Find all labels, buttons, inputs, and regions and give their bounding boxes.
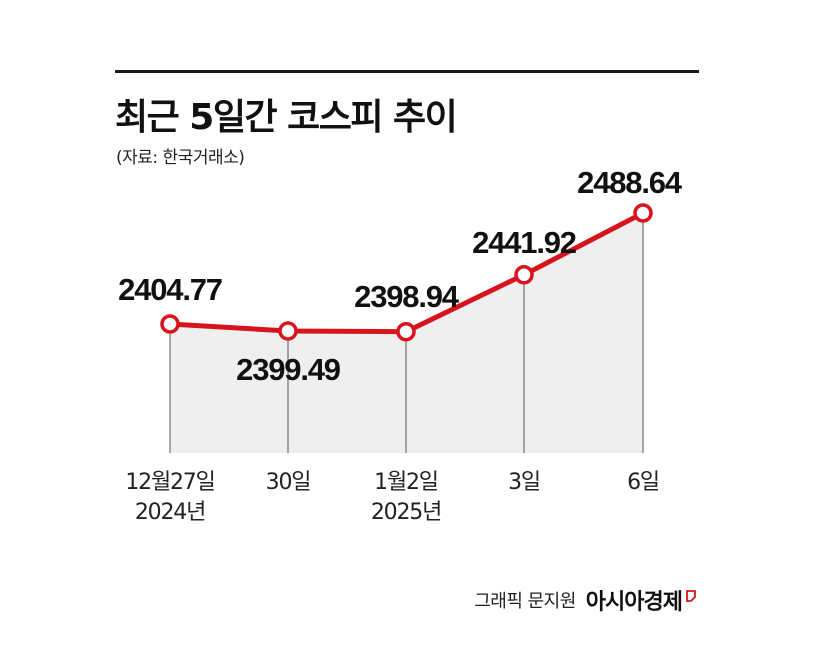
- data-label-5: 2488.64: [577, 165, 683, 200]
- x-tick-label-1-1: 12월27일: [125, 470, 214, 495]
- footer-credit: 그래픽 문지원 아시아경제: [474, 584, 696, 616]
- graphic-credit: 그래픽 문지원: [474, 591, 576, 612]
- x-tick-label-4-1: 3일: [508, 470, 540, 495]
- brand-logo-text: 아시아경제: [585, 590, 683, 615]
- data-point-1: [160, 314, 180, 334]
- chart-title: 최근 5일간 코스피 추이: [115, 97, 458, 138]
- x-tick-label-3-1: 1월2일: [374, 470, 438, 495]
- title-rule: [115, 70, 699, 73]
- data-points-layer: [160, 203, 653, 342]
- data-label-3: 2398.94: [354, 279, 460, 314]
- x-axis-tick-labels: 12월27일 2024년 30일 1월2일 2025년 3일 6일: [125, 470, 660, 525]
- data-point-2: [278, 321, 298, 341]
- data-label-1: 2404.77: [118, 272, 222, 307]
- data-point-4: [514, 265, 534, 285]
- x-tick-label-3-2: 2025년: [371, 500, 441, 525]
- x-tick-label-1-2: 2024년: [135, 500, 205, 525]
- brand-mark-icon: [686, 590, 696, 602]
- x-tick-label-2-1: 30일: [266, 470, 311, 495]
- source-note: (자료: 한국거래소): [116, 148, 245, 168]
- drop-lines-layer: [169, 213, 644, 453]
- data-label-4: 2441.92: [472, 225, 576, 260]
- data-point-3: [396, 321, 416, 342]
- data-point-5: [633, 203, 653, 223]
- x-tick-label-5-1: 6일: [627, 470, 659, 495]
- data-label-2: 2399.49: [236, 352, 341, 387]
